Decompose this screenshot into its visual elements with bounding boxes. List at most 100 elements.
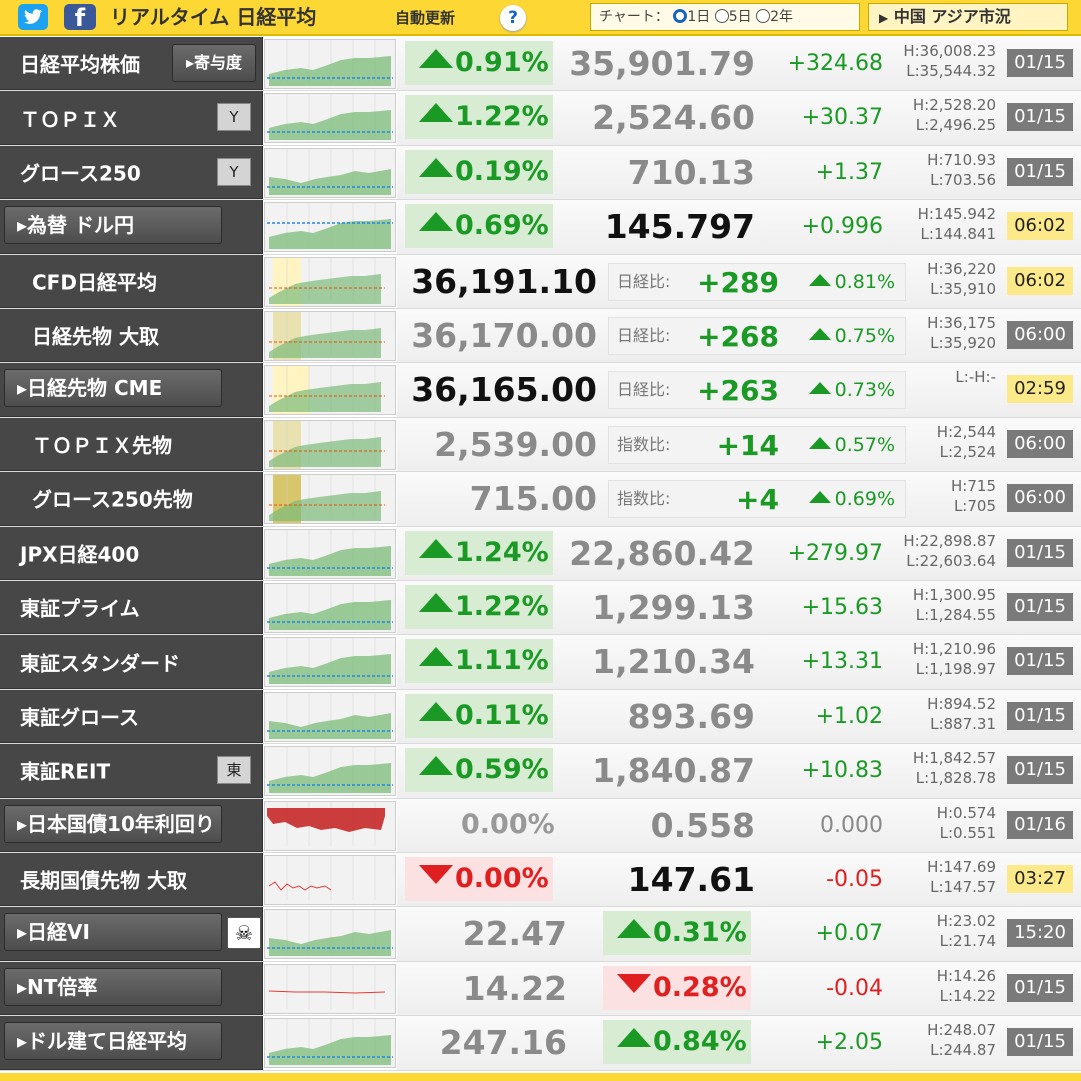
twitter-icon[interactable]	[18, 4, 48, 30]
market-row[interactable]: 日経先物 大取 36,170.00 日経比: +268 0.75% H:36,175 L:3…	[0, 309, 1081, 364]
high-low: H:248.07 L:244.87	[927, 1020, 996, 1060]
high-low: H:2,528.20 L:2,496.25	[913, 95, 996, 135]
row-name-button[interactable]: ▸日本国債10年利回り	[4, 804, 222, 843]
radio-5day[interactable]	[714, 9, 729, 23]
up-triangle-icon	[808, 273, 831, 286]
mini-chart[interactable]	[264, 855, 396, 905]
row-name-cell: 東証REIT 東	[0, 744, 263, 798]
low-value: L:35,544.32	[906, 62, 996, 80]
row-data: 1.24% 22,860.42 +279.97 H:22,898.87 L:22,603…	[397, 526, 1081, 580]
low-value: L:1,284.55	[915, 606, 996, 624]
high-value: H:248.07	[927, 1021, 996, 1040]
ratio-pct-value: 0.75%	[834, 325, 895, 347]
mini-chart[interactable]	[264, 202, 396, 253]
mini-chart[interactable]	[264, 311, 396, 361]
row-tag-button[interactable]: Y	[217, 157, 251, 186]
price: 22,860.42	[569, 533, 755, 573]
market-row[interactable]: CFD日経平均 36,191.10 日経比: +289 0.81% H:36,220 L:3…	[0, 254, 1081, 309]
radio-1day[interactable]	[673, 9, 688, 23]
market-row[interactable]: ▸NT倍率 14.22 0.28% -0.04 H:14.26 L:14.22 01/15	[0, 961, 1081, 1017]
market-row[interactable]: ▸日経先物 CME 36,165.00 日経比: +263 0.73% L:-H:- 02:…	[0, 363, 1081, 418]
mini-chart[interactable]	[264, 963, 396, 1014]
market-row[interactable]: 東証スタンダード 1.11% 1,210.34 +13.31 H:1,210.96 L:1…	[0, 635, 1081, 690]
row-name: ＴＯＰＩＸ	[20, 107, 120, 132]
vi-chart-icon[interactable]: ☠	[227, 917, 261, 950]
asia-market-link[interactable]: ▶ 中国 アジア市況	[868, 3, 1068, 31]
change-percent: 1.22%	[405, 585, 553, 629]
contribution-button[interactable]: ▸寄与度	[172, 44, 256, 82]
mini-chart-plot	[265, 40, 395, 88]
mini-chart[interactable]	[264, 746, 396, 797]
row-name-cell: JPX日経400	[0, 526, 263, 580]
price: 2,524.60	[592, 98, 755, 138]
market-row[interactable]: グロース250 Y 0.19% 710.13 +1.37 H:710.93 L:703.56…	[0, 145, 1081, 201]
market-row[interactable]: ＴＯＰＩＸ Y 1.22% 2,524.60 +30.37 H:2,528.20 L:2,4…	[0, 91, 1081, 146]
row-name-button[interactable]: ▸為替 ドル円	[4, 206, 222, 245]
help-icon[interactable]: ?	[500, 5, 526, 31]
mini-chart[interactable]	[264, 528, 396, 579]
market-row[interactable]: ＴＯＰＩＸ先物 2,539.00 指数比: +14 0.57% H:2,544 L:2,52…	[0, 417, 1081, 473]
mini-chart[interactable]	[264, 39, 396, 89]
market-row[interactable]: 東証REIT 東 0.59% 1,840.87 +10.83 H:1,842.57 L:1,…	[0, 744, 1081, 799]
mini-chart[interactable]	[264, 147, 396, 198]
mini-chart-plot	[265, 964, 395, 1013]
row-name-button[interactable]: ▸NT倍率	[4, 967, 222, 1006]
market-row[interactable]: グロース250先物 715.00 指数比: +4 0.69% H:715 L:705 06:0…	[0, 472, 1081, 527]
row-data: 0.00% 0.558 0.000 H:0.574 L:0.551 01/16	[397, 798, 1081, 852]
high-value: H:1,300.95	[912, 586, 996, 604]
mini-chart[interactable]	[264, 691, 396, 742]
row-name-button[interactable]: ▸ドル建て日経平均	[4, 1022, 222, 1061]
market-row[interactable]: ▸日経VI ☠ 22.47 0.31% +0.07 H:23.02 L:21.74 15:20	[0, 907, 1081, 962]
price: 36,165.00	[411, 370, 597, 410]
header-bar: f リアルタイム 日経平均 自動更新 ? チャート： 1日 5日 2年 ▶ 中国…	[0, 0, 1081, 36]
market-row[interactable]: ▸日本国債10年利回り 0.00% 0.558 0.000 H:0.574 L:0.551…	[0, 798, 1081, 853]
row-tag-button[interactable]: Y	[217, 103, 251, 132]
row-data: 2,539.00 指数比: +14 0.57% H:2,544 L:2,524 06:00	[397, 417, 1081, 472]
mini-chart[interactable]	[264, 800, 396, 851]
radio-5day-label[interactable]: 5日	[728, 9, 752, 25]
market-row[interactable]: ▸ドル建て日経平均 247.16 0.84% +2.05 H:248.07 L:244.8…	[0, 1016, 1081, 1071]
contribution-label[interactable]: 寄与度	[194, 53, 243, 72]
row-name[interactable]: ドル建て日経平均	[27, 1029, 188, 1054]
price: 22.47	[462, 914, 567, 954]
mini-chart[interactable]	[264, 909, 396, 960]
ratio-label: 日経比:	[617, 380, 671, 400]
row-name-cell: 東証グロース	[0, 689, 263, 744]
mini-chart[interactable]	[264, 583, 396, 633]
row-name: ＴＯＰＩＸ先物	[32, 433, 172, 458]
row-name-button[interactable]: ▸日経先物 CME	[4, 369, 222, 408]
radio-2year-label[interactable]: 2年	[770, 9, 793, 25]
update-time: 01/15	[1007, 49, 1073, 77]
radio-2year[interactable]	[756, 9, 771, 23]
price: 2,539.00	[434, 424, 597, 464]
high-low: H:1,300.95 L:1,284.55	[913, 585, 996, 625]
price: 247.16	[439, 1023, 567, 1063]
price: 0.558	[650, 805, 755, 845]
facebook-icon[interactable]: f	[64, 4, 96, 32]
row-data: 14.22 0.28% -0.04 H:14.26 L:14.22 01/15	[397, 961, 1081, 1016]
mini-chart[interactable]	[264, 93, 396, 144]
row-name[interactable]: 日本国債10年利回り	[27, 811, 215, 836]
mini-chart[interactable]	[264, 365, 396, 416]
mini-chart[interactable]	[264, 637, 396, 688]
market-row[interactable]: 東証プライム 1.22% 1,299.13 +15.63 H:1,300.95 L:1,2…	[0, 581, 1081, 636]
market-row[interactable]: 長期国債先物 大取 0.00% 147.61 -0.05 H:147.69 L:147.5…	[0, 853, 1081, 908]
row-name-button[interactable]: ▸日経VI	[4, 913, 222, 952]
row-data: 1.22% 1,299.13 +15.63 H:1,300.95 L:1,284.55 0…	[397, 581, 1081, 635]
change-value: +279.97	[787, 540, 883, 566]
row-name[interactable]: 為替 ドル円	[27, 213, 135, 238]
market-row[interactable]: 東証グロース 0.11% 893.69 +1.02 H:894.52 L:887.31 01…	[0, 689, 1081, 745]
mini-chart[interactable]	[264, 474, 396, 525]
update-time: 15:20	[1007, 919, 1073, 948]
row-name[interactable]: NT倍率	[27, 974, 98, 999]
mini-chart[interactable]	[264, 1018, 396, 1069]
market-row[interactable]: JPX日経400 1.24% 22,860.42 +279.97 H:22,898.87…	[0, 526, 1081, 581]
market-row[interactable]: 日経平均株価 ▸寄与度 0.91% 35,901.79 +324.68 H:36,008.…	[0, 37, 1081, 92]
row-name[interactable]: 日経先物 CME	[27, 376, 163, 401]
row-tag-button[interactable]: 東	[217, 756, 251, 785]
market-row[interactable]: ▸為替 ドル円 0.69% 145.797 +0.996 H:145.942 L:144.…	[0, 200, 1081, 255]
mini-chart[interactable]	[264, 256, 396, 307]
radio-1day-label[interactable]: 1日	[687, 9, 711, 25]
row-name[interactable]: 日経VI	[27, 920, 90, 945]
mini-chart[interactable]	[264, 419, 396, 470]
